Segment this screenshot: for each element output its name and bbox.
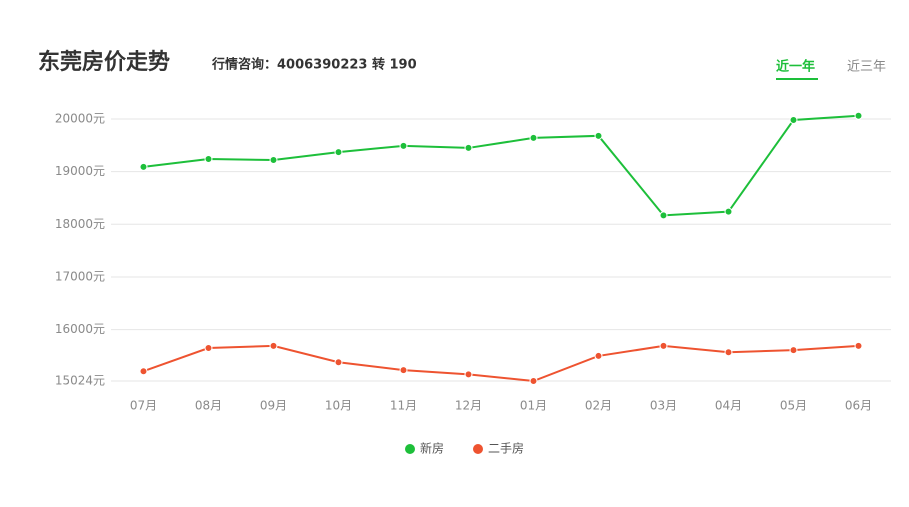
data-point [529, 133, 538, 142]
data-point [594, 351, 603, 360]
x-tick-label: 11月 [390, 399, 417, 413]
y-tick-label: 18000元 [55, 217, 105, 231]
subtitle: 行情咨询：4006390223 转 190 [211, 57, 417, 73]
data-point [854, 341, 863, 350]
legend-label: 二手房 [488, 441, 524, 456]
x-tick-label: 09月 [260, 399, 287, 413]
y-tick-label: 20000元 [55, 111, 105, 125]
chart-title: 东莞房价走势 [38, 49, 170, 75]
x-tick-label: 05月 [780, 399, 807, 413]
data-point [269, 341, 278, 350]
data-point [334, 148, 343, 157]
data-point [529, 377, 538, 385]
data-point [334, 358, 343, 367]
data-point [594, 131, 603, 140]
data-point [204, 154, 213, 163]
series-line [143, 114, 859, 217]
x-tick-label: 03月 [650, 399, 677, 413]
legend-label: 新房 [420, 441, 444, 456]
x-tick-label: 08月 [195, 399, 222, 413]
x-tick-label: 06月 [845, 399, 872, 413]
data-point [659, 211, 668, 220]
x-tick-label: 10月 [325, 399, 352, 413]
y-tick-label: 19000元 [55, 164, 105, 178]
data-point [789, 346, 798, 355]
x-tick-label: 12月 [455, 399, 482, 413]
data-point [399, 141, 408, 150]
data-point [399, 366, 408, 375]
data-point [139, 367, 148, 376]
tab[interactable]: 近三年 [847, 60, 886, 75]
y-tick-label: 17000元 [55, 269, 105, 283]
legend-marker [473, 444, 483, 454]
data-point [724, 348, 733, 357]
x-tick-label: 04月 [715, 399, 742, 413]
x-tick-label: 07月 [130, 399, 157, 413]
data-point [659, 341, 668, 350]
data-point [204, 344, 213, 353]
series-line [143, 344, 859, 383]
data-point [269, 156, 278, 165]
data-point [789, 116, 798, 125]
y-tick-label: 15024元 [55, 374, 105, 388]
y-tick-label: 16000元 [55, 322, 105, 336]
legend-marker [405, 444, 415, 454]
data-point [464, 370, 473, 379]
x-tick-label: 02月 [585, 399, 612, 413]
data-point [139, 162, 148, 171]
data-point [724, 207, 733, 216]
data-point [854, 111, 863, 120]
data-point [464, 143, 473, 152]
tab-active[interactable]: 近一年 [776, 59, 815, 75]
x-tick-label: 01月 [520, 399, 547, 413]
